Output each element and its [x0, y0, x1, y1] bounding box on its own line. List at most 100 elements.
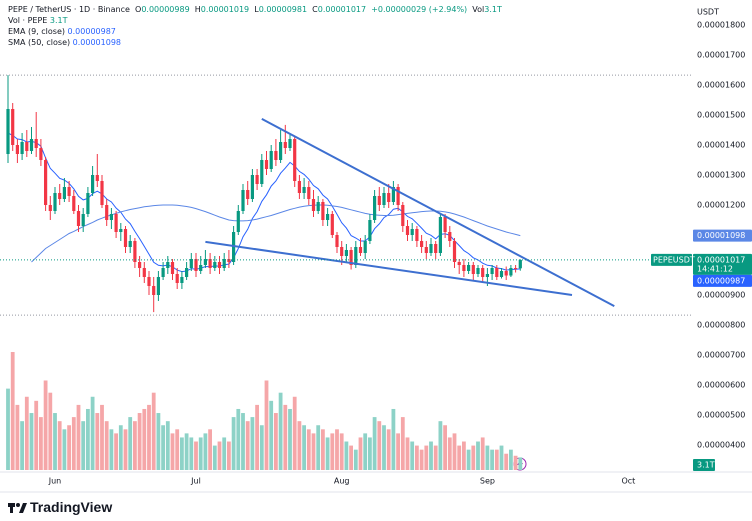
candle-body [199, 265, 203, 271]
volume-bar [466, 449, 471, 470]
volume-bar [62, 429, 67, 470]
volume-value: 3.1T [484, 5, 502, 14]
candle-body [15, 145, 19, 154]
candle-body [194, 259, 198, 271]
volume-bar [339, 433, 344, 470]
candle-body [142, 268, 146, 277]
candle-body [279, 142, 283, 160]
series-name: EMA (9, close) [8, 27, 65, 36]
candle-body [264, 160, 269, 169]
candle-body [109, 214, 113, 220]
y-tick-label: 0.00001700 [697, 51, 745, 60]
volume-bar [471, 445, 476, 470]
volume-bar [391, 408, 396, 470]
candle-body [213, 262, 217, 268]
volume-bar [316, 425, 321, 470]
candle-body [438, 217, 442, 253]
volume-label: Vol [472, 5, 485, 14]
candle-body [509, 268, 513, 276]
volume-bar [114, 433, 118, 470]
volume-bar [476, 441, 480, 470]
candle-body [485, 274, 489, 277]
candle-body [189, 259, 193, 268]
candle-body [250, 175, 254, 199]
volume-bar [382, 425, 386, 470]
candle-body [147, 277, 151, 286]
candle-body [288, 139, 292, 148]
change-value: +0.00000029 (+2.94%) [371, 5, 468, 14]
volume-bar [396, 433, 400, 470]
volume-bar [330, 433, 335, 470]
volume-name: Vol · PEPE [8, 16, 48, 25]
legend-row: EMA (9, close) 0.00000987 [8, 26, 502, 37]
ema-price-label: 0.00000987 [697, 276, 745, 285]
volume-bar [67, 425, 71, 470]
volume-bar [321, 429, 325, 470]
candle-body [48, 205, 52, 211]
countdown-label: 14:41:12 [697, 264, 733, 273]
volume-bar [424, 445, 429, 470]
volume-bar [372, 417, 377, 470]
y-tick-label: 0.00000400 [697, 441, 745, 450]
candle-body [330, 214, 334, 235]
volume-bar [156, 413, 161, 470]
ohlc-value: 0.00001019 [200, 5, 250, 14]
trendline [261, 118, 615, 307]
candle-body [241, 190, 245, 211]
volume-bar [109, 429, 114, 470]
volume-bar [24, 396, 29, 470]
volume-bar [34, 400, 39, 470]
candle-body [119, 229, 123, 232]
indicator-line [7, 132, 521, 273]
volume-box [693, 459, 715, 471]
candle-body [424, 247, 428, 253]
volume-bar [278, 392, 283, 470]
volume-bar [353, 449, 358, 470]
trendline [205, 240, 573, 296]
candle-body [255, 175, 259, 184]
volume-bar [128, 417, 133, 470]
candle-body [396, 187, 400, 205]
candle-body [495, 268, 499, 277]
volume-bar [433, 445, 438, 470]
volume-bar [462, 441, 466, 470]
candle-body [86, 193, 90, 214]
x-tick-label: Jun [48, 477, 62, 486]
candle-body [166, 262, 170, 268]
candle-body [62, 187, 66, 199]
candle-body [471, 265, 475, 274]
candle-body [481, 268, 485, 277]
volume-bar [180, 437, 184, 470]
volume-bar [274, 413, 278, 470]
candle-body [415, 229, 419, 241]
y-tick-label: 0.00000600 [697, 381, 745, 390]
volume-bar [419, 449, 424, 470]
series-value: 0.00001098 [72, 38, 122, 47]
volume-bar [123, 429, 128, 470]
candle-body [349, 250, 353, 265]
candle-body [297, 181, 301, 193]
volume-bar [513, 455, 518, 470]
volume-bar [344, 441, 349, 470]
volume-bar [405, 437, 410, 470]
candle-body [387, 193, 391, 202]
volume-bar [48, 392, 53, 470]
candle-body [344, 250, 348, 256]
ohlc-value: 0.00000981 [258, 5, 308, 14]
candle-body [462, 265, 466, 271]
y-tick-label: 0.00000800 [697, 321, 745, 330]
y-tick-label: 0.00001300 [697, 171, 745, 180]
candle-body [170, 262, 175, 274]
volume-bar [137, 413, 142, 470]
volume-bar [227, 441, 231, 470]
y-tick-label: 0.00000900 [697, 291, 745, 300]
volume-bar [133, 421, 137, 470]
candle-body [67, 187, 71, 196]
ohlc-label: C [312, 5, 318, 14]
candle-body [53, 193, 57, 211]
price-label: 0.00001017 [697, 255, 745, 264]
candle-body [100, 181, 104, 205]
volume-bar [335, 429, 339, 470]
candle-body [185, 268, 189, 277]
